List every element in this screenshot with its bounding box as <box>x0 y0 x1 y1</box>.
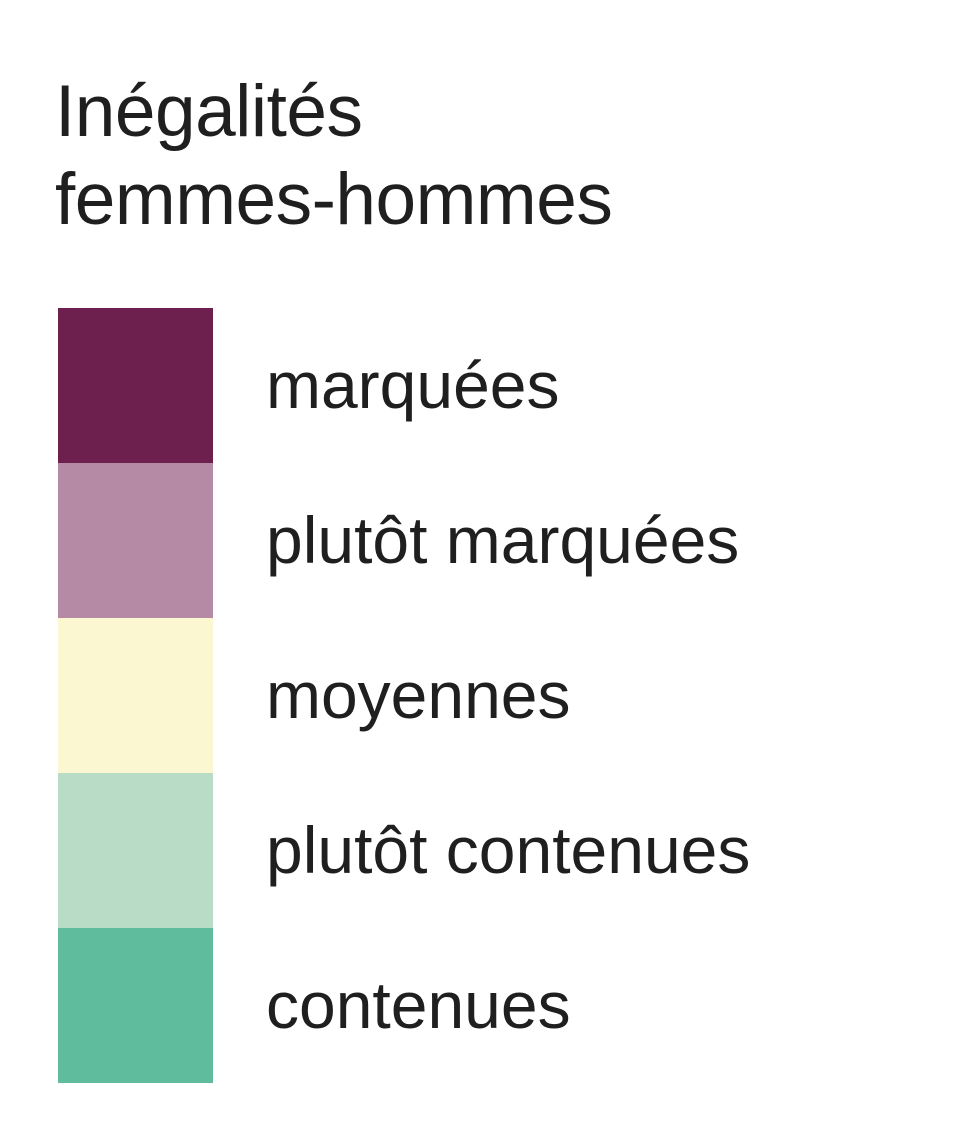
legend-item-label: contenues <box>266 968 571 1042</box>
legend-item-label: plutôt contenues <box>266 813 751 887</box>
legend-title-line-2: femmes-hommes <box>55 159 613 240</box>
legend-item-marquees: marquées <box>58 308 908 463</box>
legend-swatch <box>58 308 213 463</box>
legend-swatch <box>58 618 213 773</box>
legend-item-plutot-contenues: plutôt contenues <box>58 773 908 928</box>
legend-item-moyennes: moyennes <box>58 618 908 773</box>
legend-item-label: plutôt marquées <box>266 503 740 577</box>
legend-item-label: moyennes <box>266 658 571 732</box>
legend-item-contenues: contenues <box>58 928 908 1083</box>
legend-swatch <box>58 463 213 618</box>
legend-item-plutot-marquees: plutôt marquées <box>58 463 908 618</box>
legend-item-label: marquées <box>266 348 560 422</box>
legend-swatch <box>58 928 213 1083</box>
legend-items: marquées plutôt marquées moyennes plutôt… <box>58 308 908 1083</box>
legend-swatch <box>58 773 213 928</box>
legend-title-line-1: Inégalités <box>55 71 363 152</box>
legend-title: Inégalités femmes-hommes <box>55 68 613 244</box>
